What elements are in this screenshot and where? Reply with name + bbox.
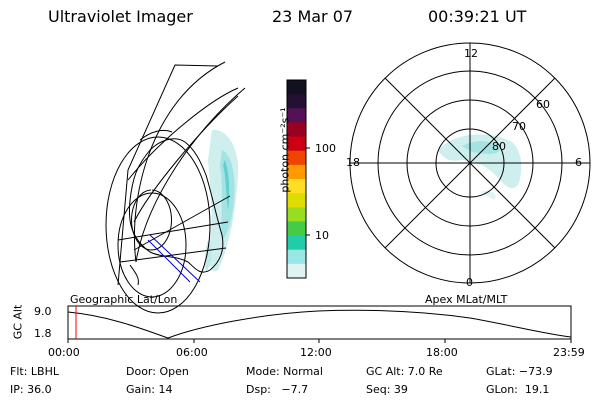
dsp-status: Dsp: −7.7 [246, 383, 309, 396]
time-label: 00:39:21 UT [428, 7, 527, 26]
colorbar-label: photon cm⁻²s⁻¹ [278, 107, 292, 193]
glon-status: GLon: 19.1 [486, 383, 550, 396]
colorbar-stripe [287, 249, 306, 265]
mlat-label-60: 60 [536, 98, 550, 111]
colorbar-stripe [287, 207, 306, 222]
instrument-title: Ultraviolet Imager [48, 7, 193, 26]
colorbar [286, 79, 310, 279]
colorbar-stripe [287, 179, 306, 194]
colorbar-stripe [287, 235, 306, 251]
apex-caption: Apex MLat/MLT [425, 293, 508, 306]
colorbar-stripe [287, 136, 306, 152]
ip-status: IP: 36.0 [10, 383, 52, 396]
altitude-ytick-low: 1.8 [34, 327, 52, 340]
altitude-plot [67, 305, 572, 343]
mlt-label-18: 18 [346, 156, 360, 169]
mlat-label-70: 70 [512, 120, 526, 133]
colorbar-stripe [287, 164, 306, 180]
mlt-label-0: 0 [466, 276, 473, 289]
altitude-ylabel: GC Alt [11, 304, 25, 340]
colorbar-border [286, 79, 307, 279]
geographic-caption: Geographic Lat/Lon [70, 293, 178, 306]
colorbar-stripe [287, 108, 306, 123]
altitude-xtick-4: 23:59 [553, 346, 585, 359]
colorbar-stripe [287, 263, 306, 279]
colorbar-stripe [287, 150, 306, 166]
altitude-xtick-1: 06:00 [176, 346, 208, 359]
geographic-map [105, 61, 246, 314]
colorbar-tick-10: 10 [315, 229, 329, 242]
colorbar-stripe [287, 94, 306, 109]
altitude-xtick-3: 18:00 [426, 346, 458, 359]
colorbar-tick-100: 100 [315, 142, 336, 155]
gain-status: Gain: 14 [126, 383, 173, 396]
mode-status: Mode: Normal [246, 365, 323, 378]
altitude-ytick-high: 9.0 [34, 305, 52, 318]
colorbar-stripe [287, 80, 306, 95]
aurora-emission-polar [438, 134, 522, 200]
aurora-emission-geo [204, 129, 239, 272]
polar-map [349, 42, 591, 284]
colorbar-stripe [287, 122, 306, 138]
mlt-label-12: 12 [464, 47, 478, 60]
seq-status: Seq: 39 [366, 383, 408, 396]
gc-alt-status: GC Alt: 7.0 Re [366, 365, 443, 378]
mlt-label-6: 6 [575, 156, 582, 169]
colorbar-stripe [287, 221, 306, 237]
glat-status: GLat: −73.9 [486, 365, 553, 378]
door-status: Door: Open [126, 365, 189, 378]
mlat-label-80: 80 [492, 140, 506, 153]
date-label: 23 Mar 07 [272, 7, 354, 26]
altitude-xtick-2: 12:00 [300, 346, 332, 359]
altitude-xtick-0: 00:00 [48, 346, 80, 359]
colorbar-stripe [287, 193, 306, 208]
filter-status: Flt: LBHL [10, 365, 59, 378]
